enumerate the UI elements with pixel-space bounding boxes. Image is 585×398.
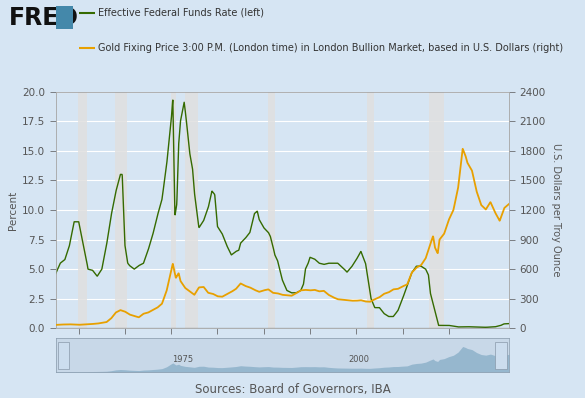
- FancyBboxPatch shape: [495, 341, 507, 369]
- Bar: [115, 92, 127, 328]
- Text: Sources: Board of Governors, IBA: Sources: Board of Governors, IBA: [195, 383, 390, 396]
- Bar: [78, 92, 87, 328]
- Y-axis label: Percent: Percent: [8, 190, 18, 230]
- Bar: [269, 92, 275, 328]
- Text: Gold Fixing Price 3:00 P.M. (London time) in London Bullion Market, based in U.S: Gold Fixing Price 3:00 P.M. (London time…: [98, 43, 563, 53]
- Text: Effective Federal Funds Rate (left): Effective Federal Funds Rate (left): [98, 8, 264, 18]
- Y-axis label: U.S. Dollars per Troy Ounce: U.S. Dollars per Troy Ounce: [551, 143, 561, 277]
- Bar: [429, 92, 444, 328]
- Text: 1975: 1975: [172, 355, 193, 364]
- FancyBboxPatch shape: [58, 341, 69, 369]
- Text: 2000: 2000: [349, 355, 370, 364]
- Bar: [56, 6, 73, 29]
- Bar: [367, 92, 374, 328]
- Bar: [185, 92, 198, 328]
- Bar: [171, 92, 176, 328]
- Text: FRED: FRED: [9, 6, 79, 30]
